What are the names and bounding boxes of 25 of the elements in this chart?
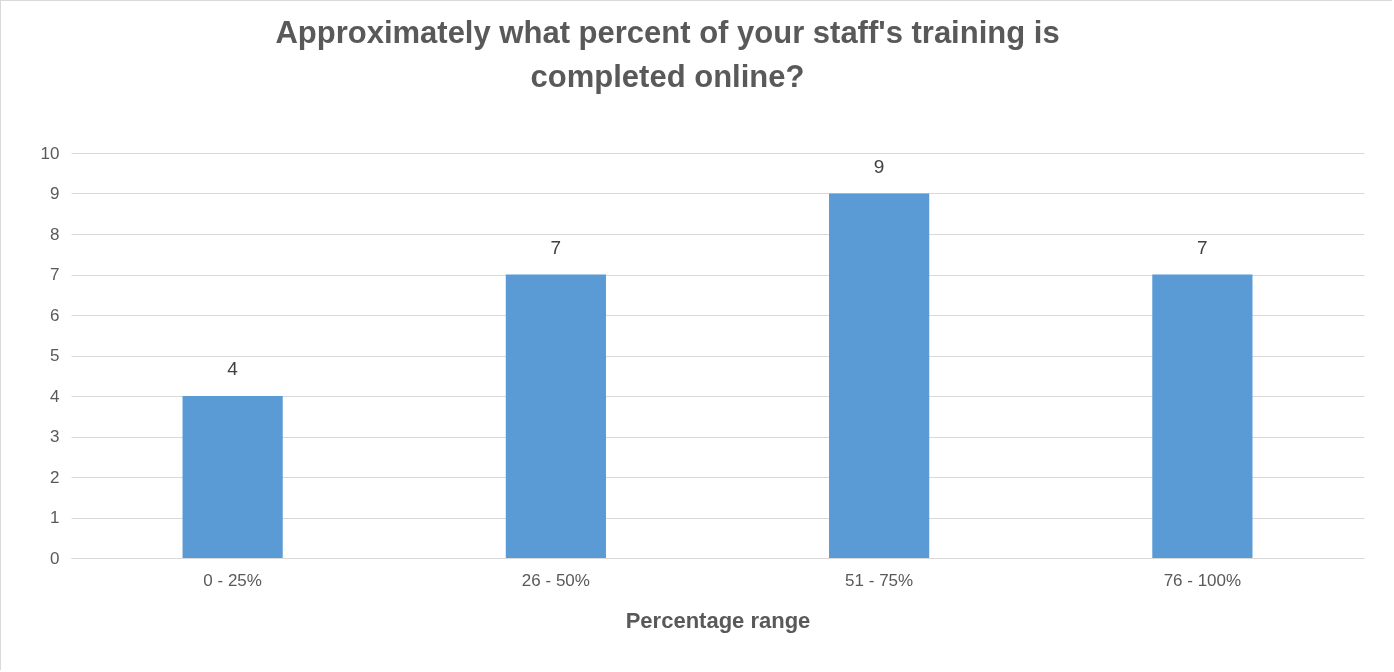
data-label: 4	[227, 358, 239, 379]
y-tick-label: 0	[50, 548, 60, 568]
y-tick-label: 9	[50, 184, 60, 203]
chart-title: Approximately what percent of your staff's training is completed online?	[275, 15, 1060, 94]
x-tick-label: 26 - 50%	[521, 570, 590, 590]
y-tick-label: 3	[50, 427, 60, 446]
bar	[182, 396, 283, 558]
y-tick-label: 2	[50, 467, 60, 487]
x-axis-title: Percentage range	[625, 607, 811, 633]
data-label: 7	[550, 236, 562, 258]
x-tick-label: 76 - 100%	[1163, 570, 1242, 590]
y-tick-label: 4	[50, 386, 60, 406]
bar	[829, 193, 930, 558]
y-tick-label: 1	[50, 508, 60, 527]
bar	[505, 274, 606, 558]
y-tick-label: 7	[50, 265, 60, 284]
data-label: 9	[873, 155, 885, 177]
y-tick-label: 6	[50, 305, 60, 325]
bar	[1152, 274, 1253, 558]
data-label: 7	[1197, 236, 1208, 258]
y-tick-label: 8	[50, 224, 60, 244]
y-tick-label: 5	[50, 346, 60, 365]
x-tick-label: 0 - 25%	[203, 570, 262, 590]
x-tick-label: 51 - 75%	[845, 570, 914, 590]
y-tick-label: 10	[40, 143, 60, 163]
